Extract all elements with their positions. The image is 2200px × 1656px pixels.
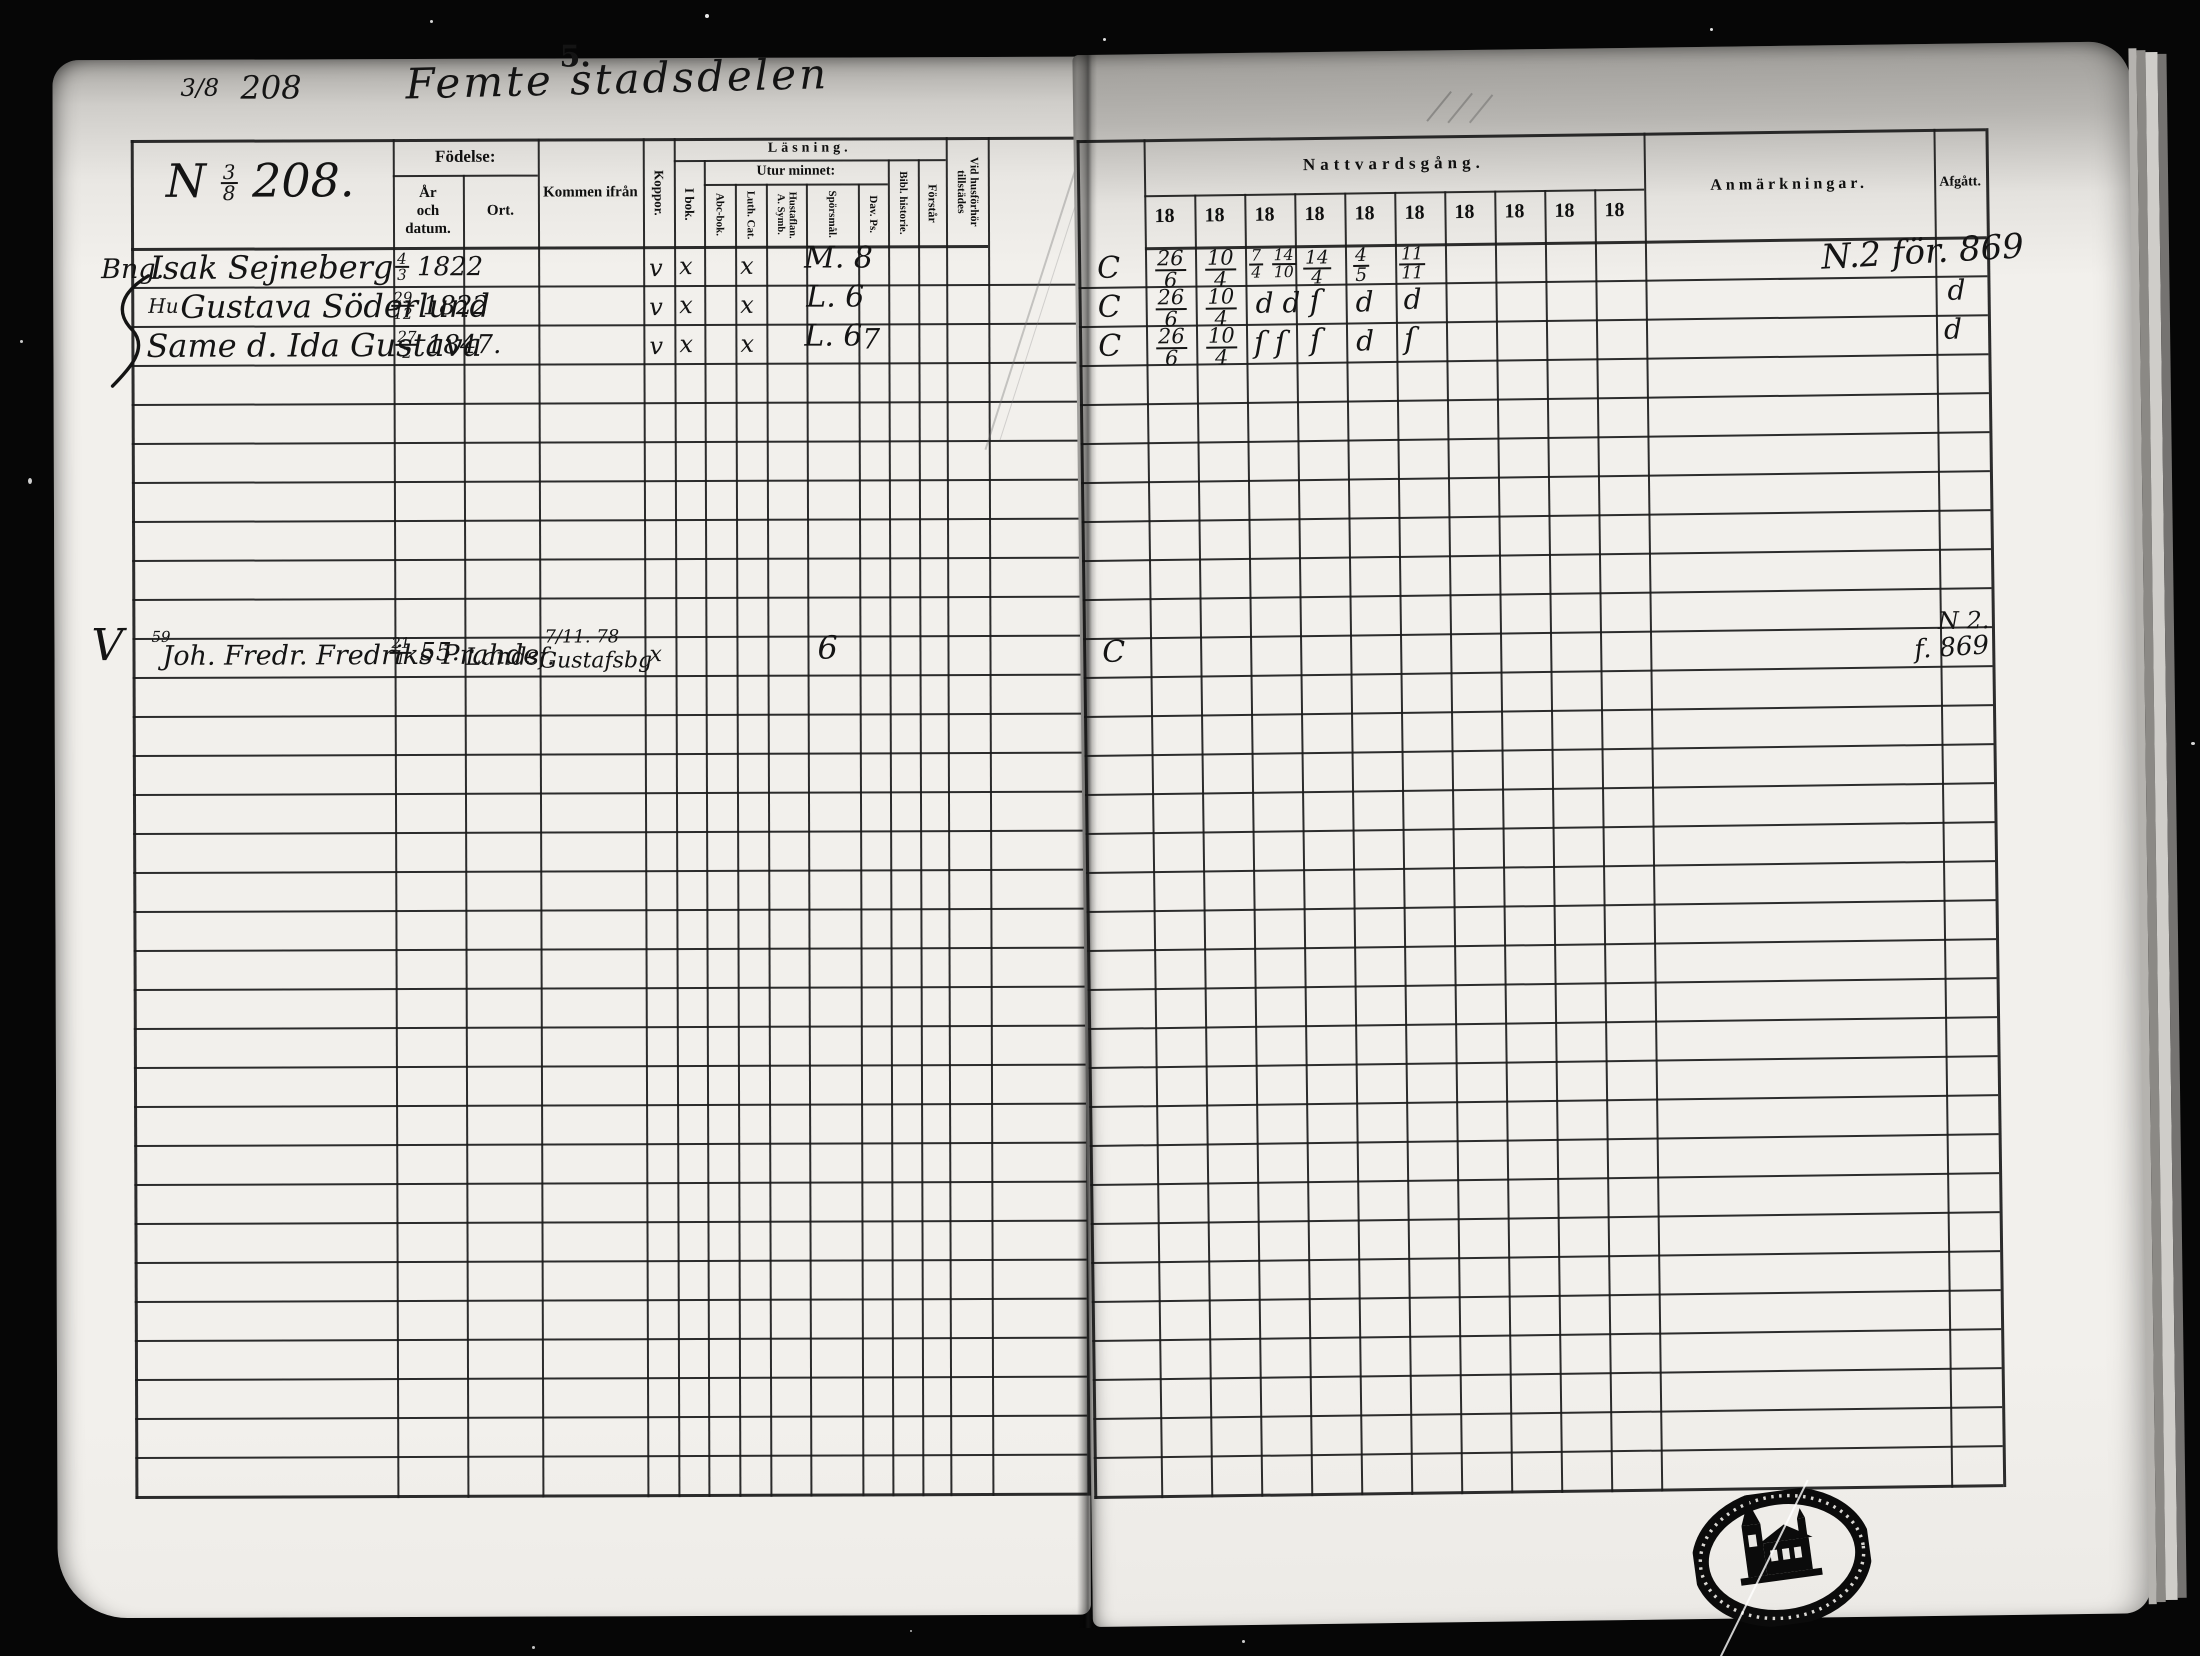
entry-2-communion-mark: C [1097, 289, 1121, 325]
entry-4-communion-mark: C [1101, 634, 1126, 670]
entry-4-departed-note-line1: N 2. [1937, 606, 1990, 635]
entry-3-departed-ditto: d [1943, 312, 1963, 346]
margin-brace [110, 274, 150, 388]
entry-3-communion-date: 10 4 [1205, 323, 1237, 370]
dust-speck [28, 478, 32, 484]
entry-2-communion-ditto: d [1403, 282, 1422, 316]
header-year-column: 18 [1554, 199, 1575, 222]
entry-3-communion-ditto: ſ ſ [1253, 325, 1287, 361]
entry-2-departed-ditto: d [1947, 273, 1966, 307]
entry-3-communion-mark: C [1097, 328, 1122, 364]
entry-3-communion-date: 26 6 [1155, 324, 1187, 371]
dust-speck [1242, 1640, 1245, 1643]
dust-speck [20, 340, 23, 343]
dust-speck [1710, 28, 1713, 31]
header-year-column: 18 [1504, 200, 1525, 223]
dust-speck [532, 1646, 535, 1649]
entry-1-departed-note: N.2 för. 869 [1820, 226, 2025, 278]
stamp-rim-text [1698, 1493, 1866, 1621]
dust-speck [910, 1630, 912, 1632]
header-departed: Afgått. [1939, 174, 1982, 190]
entry-1-communion-date: 14 4 [1302, 247, 1331, 289]
dust-speck [430, 20, 433, 23]
dust-speck [1103, 38, 1106, 41]
book-gutter [1077, 55, 1097, 1628]
entry-3-communion-ditto: ſ [1403, 321, 1416, 357]
entry-3-communion-ditto: ſ [1309, 322, 1322, 359]
entry-1-communion-mark: C [1096, 250, 1121, 286]
header-year-column: 18 [1304, 202, 1325, 226]
parish-stamp [1691, 1487, 1873, 1627]
entry-1-communion-date: 11 11 [1398, 244, 1426, 284]
header-year-column: 18 [1254, 203, 1275, 226]
entry-3-communion-ditto: d [1355, 324, 1375, 358]
church-windows [1747, 1534, 1803, 1562]
header-year-column: 18 [1454, 200, 1475, 224]
header-communion-group: Nattvardsgång. [1302, 152, 1485, 175]
header-year-column: 18 [1154, 204, 1175, 228]
entry-2-communion-ditto: ſ [1309, 283, 1321, 320]
header-year-column: 18 [1204, 204, 1225, 227]
header-year-column: 18 [1604, 198, 1625, 222]
entry-2-communion-ditto: d [1355, 285, 1374, 319]
dust-speck [2191, 742, 2195, 745]
header-year-column: 18 [1354, 202, 1375, 225]
entry-4-departed-note-line2: f. 869 [1913, 630, 1990, 666]
entry-2-communion-ditto: d d [1255, 286, 1301, 320]
header-year-column: 18 [1404, 201, 1425, 224]
dust-speck [705, 14, 709, 18]
header-remarks: Anmärkningar. [1710, 174, 1869, 194]
